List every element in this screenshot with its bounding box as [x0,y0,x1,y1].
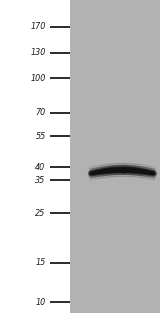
Text: 10: 10 [35,298,46,306]
Bar [70,0,160,313]
Text: 25: 25 [35,208,46,218]
Text: 35: 35 [35,176,46,185]
Text: 70: 70 [35,109,46,117]
Text: 40: 40 [35,163,46,172]
Text: 100: 100 [30,74,46,83]
Text: 55: 55 [35,132,46,141]
Text: 170: 170 [30,22,46,31]
Text: 15: 15 [35,258,46,267]
Text: 130: 130 [30,48,46,57]
